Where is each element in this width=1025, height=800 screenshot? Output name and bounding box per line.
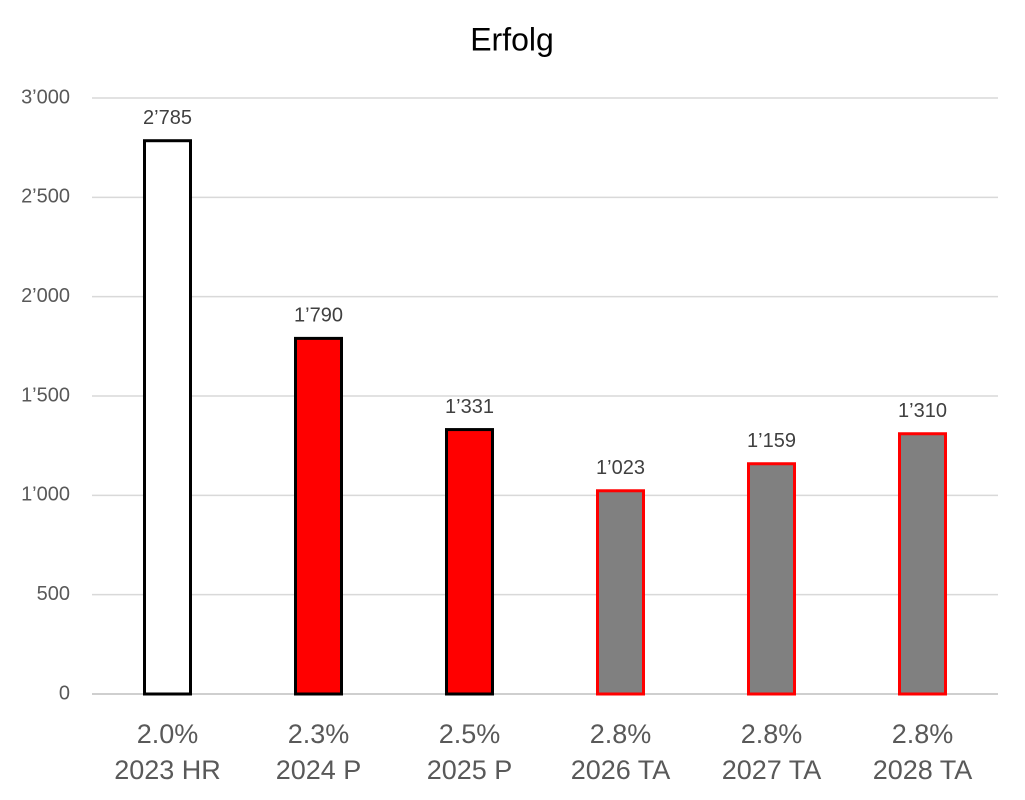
y-tick-label: 1’000 — [21, 484, 70, 506]
bar — [143, 139, 192, 696]
x-tick-label: 2023 HR — [114, 755, 221, 785]
value-label: 2’785 — [143, 107, 192, 129]
value-label: 1’159 — [747, 430, 796, 452]
bar — [445, 428, 494, 696]
bar — [747, 462, 796, 696]
x-tick-label: 2024 P — [276, 755, 362, 785]
value-label: 1’331 — [445, 396, 494, 418]
x-tick-label: 2027 TA — [722, 755, 822, 785]
bar — [596, 489, 645, 696]
chart-title: Erfolg — [470, 21, 554, 57]
x-tick-top-label: 2.8% — [590, 719, 652, 749]
x-tick-top-label: 2.3% — [288, 719, 350, 749]
bar — [898, 432, 947, 696]
y-tick-label: 500 — [37, 583, 70, 605]
y-tick-label: 2’500 — [21, 186, 70, 208]
value-label: 1’790 — [294, 305, 343, 327]
value-label: 1’023 — [596, 457, 645, 479]
y-tick-label: 1’500 — [21, 384, 70, 406]
x-tick-top-label: 2.5% — [439, 719, 501, 749]
y-tick-label: 3’000 — [21, 86, 70, 108]
x-tick-top-label: 2.0% — [137, 719, 199, 749]
value-label: 1’310 — [898, 400, 947, 422]
y-tick-label: 2’000 — [21, 285, 70, 307]
x-tick-label: 2026 TA — [571, 755, 671, 785]
x-tick-top-label: 2.8% — [741, 719, 803, 749]
x-tick-label: 2025 P — [427, 755, 513, 785]
y-tick-label: 0 — [59, 682, 70, 704]
x-tick-label: 2028 TA — [873, 755, 973, 785]
x-tick-top-label: 2.8% — [892, 719, 954, 749]
bar — [294, 336, 343, 696]
